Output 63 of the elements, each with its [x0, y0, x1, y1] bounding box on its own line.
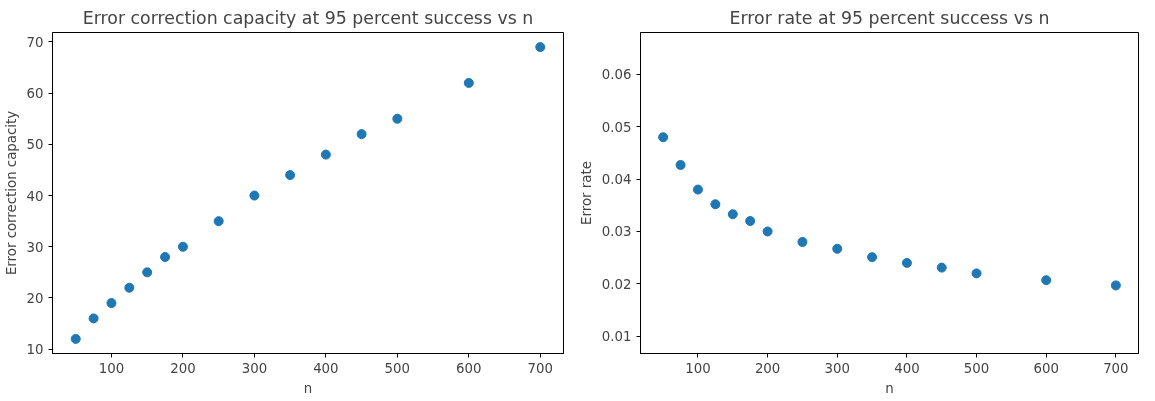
y-tick-label: 0.01	[601, 329, 632, 345]
x-tick-label: 100	[98, 360, 125, 376]
x-tick-label: 600	[1033, 360, 1059, 376]
y-tick-label: 20	[26, 290, 44, 306]
x-tick-label: 200	[754, 360, 781, 376]
point	[762, 226, 773, 237]
point	[832, 243, 843, 254]
point	[797, 236, 808, 247]
point	[901, 257, 912, 268]
chart-title: Error correction capacity at 95 percent success vs n	[82, 7, 534, 28]
point	[177, 241, 188, 252]
point	[356, 129, 367, 140]
point	[658, 132, 669, 143]
point	[88, 313, 99, 324]
point	[463, 77, 474, 88]
point	[710, 199, 721, 210]
y-tick-label: 0.06	[601, 67, 632, 83]
y-tick-label: 0.04	[601, 172, 632, 188]
point	[124, 282, 135, 293]
point	[249, 190, 260, 201]
y-tick-label: 0.02	[601, 276, 632, 292]
point	[160, 252, 171, 262]
chart-title: Error rate at 95 percent success vs n	[729, 7, 1050, 28]
x-tick-label: 200	[170, 360, 196, 376]
x-tick-label: 100	[685, 360, 711, 376]
point	[745, 216, 756, 227]
y-tick-label: 40	[26, 188, 44, 204]
x-axis-title: n	[885, 380, 894, 396]
y-tick-label: 70	[26, 34, 44, 50]
point	[692, 184, 703, 195]
x-tick-label: 400	[894, 360, 920, 376]
x-tick-label: 600	[456, 360, 482, 376]
point	[675, 159, 686, 170]
x-tick-label: 400	[313, 360, 339, 376]
point	[392, 113, 403, 124]
x-axis-title: n	[303, 380, 313, 396]
point	[70, 333, 81, 344]
point	[971, 268, 982, 279]
y-axis-title: Error correction capacity	[3, 110, 19, 276]
y-tick-label: 30	[26, 239, 44, 255]
y-tick-label: 50	[26, 137, 44, 153]
point	[535, 42, 546, 53]
point	[142, 267, 153, 278]
x-tick-label: 300	[824, 360, 850, 376]
x-tick-label: 700	[527, 360, 554, 376]
point	[285, 170, 296, 181]
x-tick-label: 500	[963, 360, 990, 376]
point	[213, 216, 224, 227]
point	[1110, 280, 1121, 291]
point	[867, 252, 878, 263]
y-tick-label: 10	[26, 342, 44, 358]
y-tick-label: 0.03	[601, 224, 632, 240]
point	[106, 298, 117, 309]
point	[936, 262, 947, 273]
point	[727, 209, 738, 220]
x-tick-label: 500	[384, 360, 411, 376]
y-axis-title: Error rate	[578, 161, 594, 225]
y-tick-label: 0.05	[601, 119, 632, 135]
x-tick-label: 300	[241, 360, 268, 376]
y-tick-label: 60	[26, 86, 44, 102]
point	[320, 149, 331, 160]
x-tick-label: 700	[1103, 360, 1129, 376]
point	[1041, 275, 1052, 286]
